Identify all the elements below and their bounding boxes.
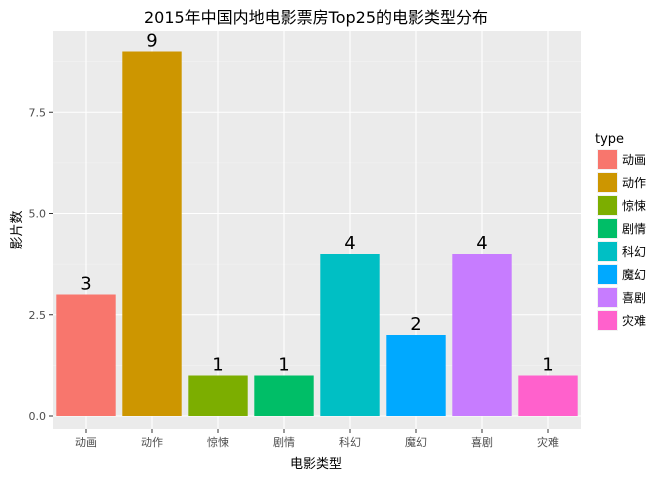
chart-title: 2015年中国内地电影票房Top25的电影类型分布 bbox=[144, 8, 488, 27]
x-tick-label: 喜剧 bbox=[471, 436, 493, 449]
y-tick-label: 7.5 bbox=[29, 106, 47, 119]
bar bbox=[386, 335, 446, 416]
data-labels: 3 9 1 1 4 2 4 1 bbox=[80, 31, 553, 376]
x-tick-label: 动画 bbox=[75, 436, 97, 449]
bar bbox=[122, 51, 182, 416]
data-label: 4 bbox=[476, 233, 487, 254]
bars bbox=[56, 51, 578, 416]
y-axis-title: 影片数 bbox=[10, 210, 25, 249]
bar bbox=[452, 254, 512, 416]
data-label: 4 bbox=[344, 233, 355, 254]
x-tick-label: 灾难 bbox=[537, 435, 559, 449]
bar bbox=[254, 375, 314, 416]
y-axis-ticks: 0.0 2.5 5.0 7.5 bbox=[29, 106, 53, 423]
legend-swatch bbox=[598, 219, 617, 238]
legend-label: 剧情 bbox=[622, 222, 646, 236]
legend-label: 动作 bbox=[622, 176, 646, 190]
y-tick-label: 5.0 bbox=[29, 208, 47, 221]
data-label: 3 bbox=[80, 274, 91, 295]
legend-label: 惊悚 bbox=[622, 198, 646, 213]
legend-label: 灾难 bbox=[622, 313, 646, 328]
bar bbox=[188, 375, 248, 416]
legend-swatch bbox=[598, 173, 617, 192]
legend-swatch bbox=[598, 242, 617, 261]
data-label: 2 bbox=[410, 314, 421, 335]
legend-swatch bbox=[598, 311, 617, 330]
y-tick-label: 2.5 bbox=[29, 309, 47, 322]
data-label: 1 bbox=[212, 355, 223, 376]
legend-label: 动画 bbox=[622, 153, 646, 167]
legend-label: 科幻 bbox=[622, 245, 646, 259]
bar bbox=[320, 254, 380, 416]
x-tick-label: 惊悚 bbox=[207, 435, 229, 449]
x-tick-label: 动作 bbox=[141, 436, 163, 449]
data-label: 1 bbox=[278, 355, 289, 376]
legend-label: 魔幻 bbox=[622, 267, 646, 282]
bar bbox=[56, 294, 116, 416]
legend-swatch bbox=[598, 288, 617, 307]
x-tick-label: 魔幻 bbox=[405, 435, 427, 449]
x-tick-label: 科幻 bbox=[339, 435, 361, 449]
x-tick-label: 剧情 bbox=[273, 436, 295, 449]
x-axis-ticks: 动画 动作 惊悚 剧情 科幻 魔幻 喜剧 灾难 bbox=[75, 429, 559, 449]
data-label: 9 bbox=[146, 31, 157, 52]
y-tick-label: 0.0 bbox=[29, 410, 47, 423]
bar bbox=[518, 375, 578, 416]
legend-swatch bbox=[598, 150, 617, 169]
legend-swatch bbox=[598, 265, 617, 284]
x-axis-title: 电影类型 bbox=[290, 457, 342, 472]
data-label: 1 bbox=[542, 355, 553, 376]
legend-label: 喜剧 bbox=[622, 291, 646, 305]
legend-swatch bbox=[598, 196, 617, 215]
legend-title: type bbox=[595, 132, 624, 147]
